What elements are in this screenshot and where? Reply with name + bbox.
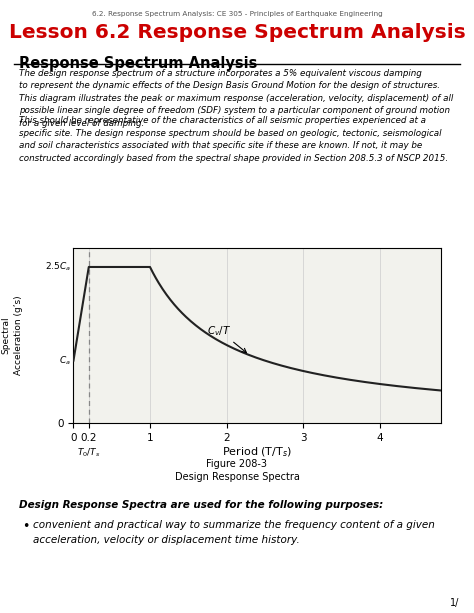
Text: Control  Periods: Control Periods <box>332 256 399 265</box>
Text: Design Response Spectra: Design Response Spectra <box>174 472 300 482</box>
Text: $2.5C_a$: $2.5C_a$ <box>45 261 71 273</box>
FancyBboxPatch shape <box>294 252 437 329</box>
Text: $T_0/T_s$: $T_0/T_s$ <box>77 446 100 459</box>
Text: This should be representative of the characteristics of all seismic properties e: This should be representative of the cha… <box>19 116 448 163</box>
X-axis label: Period (T/T$_s$): Period (T/T$_s$) <box>222 446 292 459</box>
Text: Lesson 6.2 Response Spectrum Analysis: Lesson 6.2 Response Spectrum Analysis <box>9 23 465 42</box>
Text: •: • <box>22 520 30 533</box>
Text: Spectral
Acceleration (g’s): Spectral Acceleration (g’s) <box>1 296 23 375</box>
Text: Figure 208-3: Figure 208-3 <box>207 459 267 468</box>
Text: Response Spectrum Analysis: Response Spectrum Analysis <box>19 56 257 71</box>
Text: Design Response Spectra are used for the following purposes:: Design Response Spectra are used for the… <box>19 500 383 510</box>
Text: The design response spectrum of a structure incorporates a 5% equivalent viscous: The design response spectrum of a struct… <box>19 69 453 128</box>
Text: convenient and practical way to summarize the frequency content of a given: convenient and practical way to summariz… <box>33 520 435 530</box>
Text: 1/: 1/ <box>450 598 460 608</box>
Text: $T_s = C_v/2.5C_a$: $T_s = C_v/2.5C_a$ <box>300 270 359 283</box>
Text: $C_a$: $C_a$ <box>59 354 71 367</box>
Text: $C_v/T$: $C_v/T$ <box>208 324 246 352</box>
Text: acceleration, velocity or displacement time history.: acceleration, velocity or displacement t… <box>33 535 300 544</box>
Text: 6.2. Response Spectrum Analysis: CE 305 - Principles of Earthquake Engineering: 6.2. Response Spectrum Analysis: CE 305 … <box>91 11 383 17</box>
Text: $T_0 = 0.2T_s$: $T_0 = 0.2T_s$ <box>300 287 345 300</box>
